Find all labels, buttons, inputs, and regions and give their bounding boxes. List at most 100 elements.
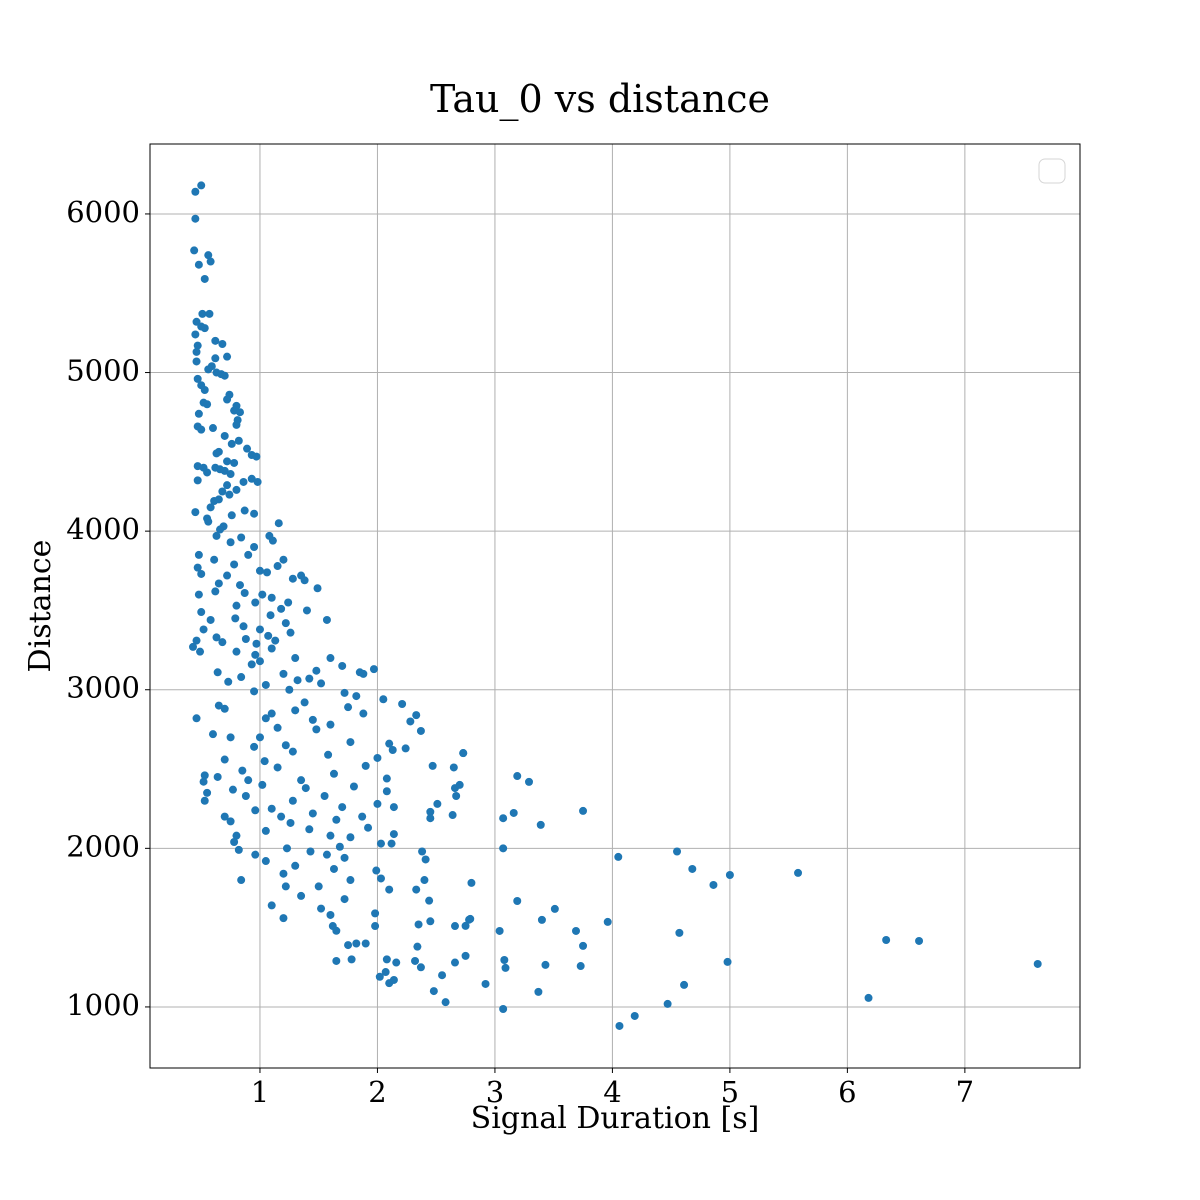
legend-box [1038,158,1066,184]
point [347,955,356,964]
point [426,814,435,823]
point [281,619,290,628]
x-tick-label: 4 [603,1075,621,1109]
point [326,720,335,729]
point [225,490,234,499]
point [286,818,295,827]
point [239,477,248,486]
point [231,614,240,623]
point [450,958,459,967]
point [223,571,232,580]
point [308,809,317,818]
point [326,910,335,919]
point [250,509,259,518]
point [452,792,461,801]
point [459,749,468,758]
point [288,747,297,756]
point [226,733,235,742]
point [329,769,338,778]
point [500,955,509,964]
point [196,647,205,656]
point [461,921,470,930]
point [258,780,267,789]
point [234,436,243,445]
point [226,817,235,826]
point [251,850,260,859]
point [438,971,447,980]
point [192,714,201,723]
plot-frame [149,143,1081,1069]
x-tick-label: 2 [368,1075,386,1109]
point [250,742,259,751]
point [297,891,306,900]
point [263,568,272,577]
point [212,633,221,642]
point [1033,959,1042,968]
point [340,688,349,697]
point [420,876,429,885]
point [208,730,217,739]
point [576,962,585,971]
point [361,939,370,948]
point [224,677,233,686]
point [223,395,232,404]
point [239,622,248,631]
point [200,324,209,333]
point [267,901,276,910]
point [271,636,280,645]
point [198,309,207,318]
point [359,709,368,718]
point [206,503,215,512]
y-tick-label: 4000 [66,512,140,546]
point [338,661,347,670]
point [267,804,276,813]
point [226,538,235,547]
point [223,481,232,490]
point [401,744,410,753]
point [213,772,222,781]
point [317,679,326,688]
point [204,517,213,526]
point [291,861,300,870]
point [261,857,270,866]
point [267,644,276,653]
point [237,533,246,542]
point [340,853,349,862]
point [214,701,223,710]
point [501,963,510,972]
point [416,726,425,735]
point [421,855,430,864]
point [193,374,202,383]
point [255,625,264,634]
point [536,820,545,829]
point [267,709,276,718]
point [329,864,338,873]
point [426,807,435,816]
point [382,955,391,964]
x-tick-label: 7 [956,1075,974,1109]
x-tick-label: 1 [251,1075,269,1109]
point [211,336,220,345]
point [481,979,490,988]
point [211,587,220,596]
point [279,914,288,923]
point [261,714,270,723]
point [392,958,401,967]
point [220,431,229,440]
point [220,812,229,821]
point [603,917,612,926]
point [723,957,732,966]
point [288,574,297,583]
point [305,674,314,683]
point [193,563,202,572]
point [534,987,543,996]
point [281,741,290,750]
point [335,842,344,851]
point [193,341,202,350]
point [232,647,241,656]
point [251,650,260,659]
point [235,581,244,590]
point [361,761,370,770]
point [244,550,253,559]
point [389,830,398,839]
